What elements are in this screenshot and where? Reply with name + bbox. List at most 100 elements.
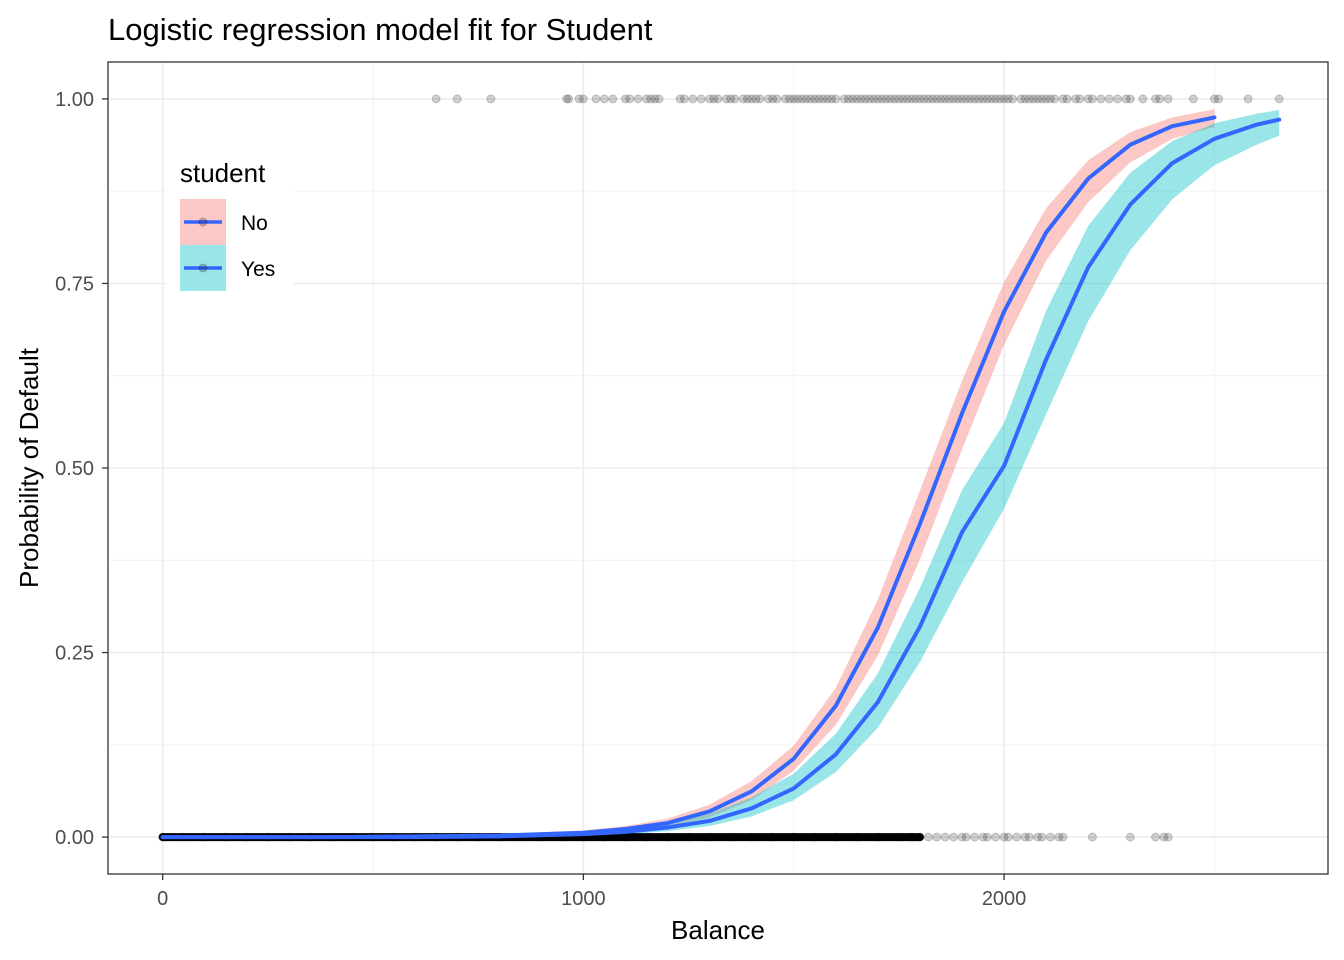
fit-lines <box>160 115 1282 840</box>
point-default-yes <box>1041 94 1051 104</box>
point-default-yes <box>721 94 731 104</box>
point-default-yes <box>831 94 841 104</box>
point-default-no <box>932 832 942 842</box>
point-default-yes <box>1003 94 1013 104</box>
ribbon-no <box>162 109 1215 838</box>
point-default-no <box>1058 832 1068 842</box>
legend-title: student <box>180 158 266 188</box>
point-default-yes <box>940 94 950 104</box>
point-default-yes <box>591 94 601 104</box>
point-default-yes <box>780 94 790 104</box>
point-default-yes <box>797 94 807 104</box>
point-default-no <box>982 832 992 842</box>
point-default-yes <box>789 94 799 104</box>
point-default-yes <box>839 94 849 104</box>
point-default-yes <box>620 94 630 104</box>
point-default-yes <box>768 94 778 104</box>
point-default-yes <box>949 94 959 104</box>
point-default-yes <box>1243 94 1253 104</box>
x-tick-label: 0 <box>157 888 168 910</box>
point-default-yes <box>869 94 879 104</box>
point-default-yes <box>932 94 942 104</box>
point-default-yes <box>1163 94 1173 104</box>
point-default-no <box>1037 832 1047 842</box>
point-default-yes <box>974 94 984 104</box>
y-tick-label: 1.00 <box>55 89 94 111</box>
point-default-yes <box>885 94 895 104</box>
point-default-no <box>999 832 1009 842</box>
point-default-yes <box>806 94 816 104</box>
point-default-yes <box>578 94 588 104</box>
point-default-yes <box>822 94 832 104</box>
point-default-yes <box>574 94 584 104</box>
point-default-yes <box>1016 94 1026 104</box>
point-default-no <box>970 832 980 842</box>
y-axis-ticks: 0.00 0.25 0.50 0.75 1.00 <box>55 89 108 849</box>
point-default-no <box>1151 832 1161 842</box>
point-default-yes <box>608 94 618 104</box>
point-default-yes <box>810 94 820 104</box>
y-tick-label: 0.50 <box>55 458 94 480</box>
point-default-yes <box>599 94 609 104</box>
point-default-yes <box>1029 94 1039 104</box>
point-default-no <box>1024 832 1034 842</box>
point-default-yes <box>965 94 975 104</box>
point-default-yes <box>763 94 773 104</box>
point-default-yes <box>1050 94 1060 104</box>
point-default-yes <box>564 94 574 104</box>
point-default-yes <box>785 94 795 104</box>
point-default-yes <box>679 94 689 104</box>
point-default-yes <box>696 94 706 104</box>
point-default-no <box>1003 832 1013 842</box>
point-default-yes <box>864 94 874 104</box>
point-default-no <box>991 832 1001 842</box>
point-default-yes <box>650 94 660 104</box>
point-default-yes <box>999 94 1009 104</box>
point-default-yes <box>646 94 656 104</box>
point-default-yes <box>848 94 858 104</box>
point-default-yes <box>818 94 828 104</box>
point-default-yes <box>709 94 719 104</box>
x-tick-label: 1000 <box>561 888 606 910</box>
point-default-yes <box>713 94 723 104</box>
point-default-yes <box>953 94 963 104</box>
point-default-yes <box>961 94 971 104</box>
point-default-yes <box>1083 94 1093 104</box>
legend-item-yes: Yes <box>180 245 275 291</box>
point-default-no <box>923 832 933 842</box>
point-default-yes <box>928 94 938 104</box>
point-default-yes <box>881 94 891 104</box>
point-default-yes <box>860 94 870 104</box>
point-default-yes <box>957 94 967 104</box>
y-tick-label: 0.00 <box>55 827 94 849</box>
point-default-yes <box>856 94 866 104</box>
point-default-yes <box>843 94 853 104</box>
legend-item-no: No <box>180 199 268 245</box>
point-default-yes <box>898 94 908 104</box>
legend-background <box>166 152 294 298</box>
point-default-yes <box>486 94 496 104</box>
point-default-yes <box>919 94 929 104</box>
point-default-yes <box>986 94 996 104</box>
point-default-no <box>957 832 967 842</box>
point-default-yes <box>894 94 904 104</box>
point-default-yes <box>1045 94 1055 104</box>
point-default-yes <box>873 94 883 104</box>
point-default-no <box>940 832 950 842</box>
point-default-yes <box>1024 94 1034 104</box>
point-default-yes <box>730 94 740 104</box>
point-default-yes <box>801 94 811 104</box>
point-default-no <box>1054 832 1064 842</box>
legend-key-yes-point <box>198 263 208 273</box>
ribbon-yes <box>162 110 1280 838</box>
point-default-yes <box>1071 94 1081 104</box>
point-default-yes <box>431 94 441 104</box>
point-default-yes <box>562 94 572 104</box>
legend-key-no-point <box>198 217 208 227</box>
point-default-yes <box>747 94 757 104</box>
point-default-no <box>961 832 971 842</box>
point-default-no <box>978 832 988 842</box>
legend: student No Yes <box>166 152 294 298</box>
point-default-yes <box>772 94 782 104</box>
point-default-yes <box>1007 94 1017 104</box>
